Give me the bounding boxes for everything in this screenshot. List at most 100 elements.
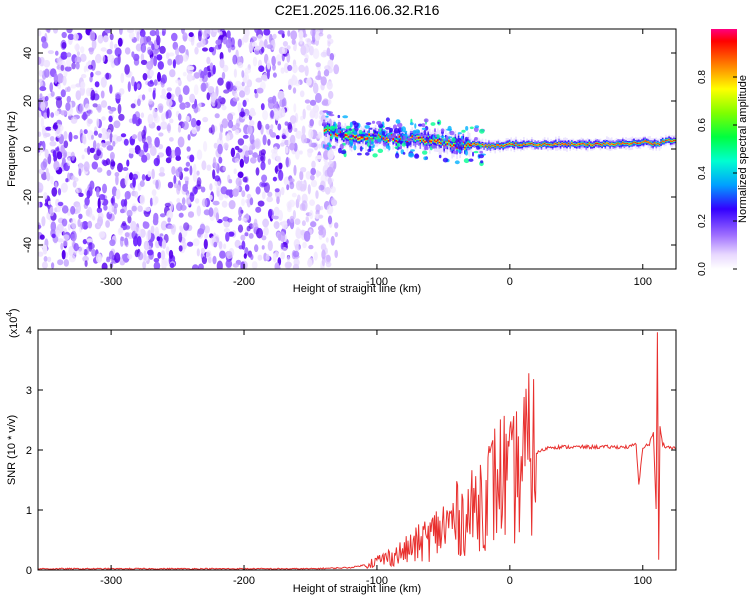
noise-cell — [281, 97, 287, 109]
signal-cell — [574, 144, 576, 146]
snr-y-label: SNR (10 * v/v) — [6, 415, 18, 485]
noise-cell — [137, 205, 143, 212]
signal-cell — [644, 140, 646, 142]
signal-blob — [468, 158, 474, 162]
noise-cell — [201, 160, 207, 171]
signal-cell — [612, 144, 615, 145]
signal-cell — [585, 144, 587, 146]
signal-blob — [337, 121, 341, 126]
noise-cell — [70, 205, 76, 215]
noise-cell — [237, 138, 245, 146]
noise-cell — [281, 107, 286, 117]
noise-cell — [92, 103, 98, 108]
noise-cell — [109, 107, 117, 112]
noise-cell — [272, 64, 276, 71]
noise-cell — [266, 196, 274, 203]
noise-cell — [113, 57, 120, 66]
spectrogram-x-tick-label: -100 — [366, 276, 388, 288]
noise-cell — [96, 142, 100, 149]
noise-cell — [208, 207, 214, 218]
noise-cell — [91, 161, 99, 170]
noise-cell — [71, 175, 76, 181]
signal-cell — [496, 144, 498, 146]
noise-cell — [98, 231, 106, 239]
noise-cell — [74, 56, 82, 64]
signal-cell — [652, 143, 654, 145]
noise-cell — [166, 87, 172, 92]
noise-cell — [334, 222, 339, 229]
noise-cell — [55, 96, 62, 101]
signal-cell — [358, 137, 361, 140]
noise-cell — [167, 224, 174, 230]
noise-cell — [107, 54, 115, 63]
noise-cell — [219, 250, 226, 259]
noise-cell — [310, 167, 317, 176]
noise-cell — [160, 220, 168, 231]
snr-y-tick-label: 1 — [26, 505, 32, 517]
noise-cell — [117, 103, 122, 115]
noise-cell — [78, 168, 82, 177]
noise-cell — [175, 86, 181, 97]
noise-cell — [282, 41, 288, 47]
noise-cell — [225, 232, 230, 242]
noise-cell — [82, 255, 89, 262]
signal-cell — [534, 144, 536, 146]
noise-cell — [306, 38, 312, 48]
noise-cell — [227, 120, 234, 129]
noise-cell — [41, 216, 46, 227]
noise-cell — [315, 204, 321, 213]
noise-cell — [100, 47, 107, 52]
noise-cell — [334, 249, 339, 259]
colorbar-tick-label: 0.0 — [697, 262, 708, 276]
noise-cell — [89, 76, 93, 83]
noise-cell — [257, 120, 262, 131]
noise-cell — [209, 62, 214, 71]
noise-cell — [246, 193, 252, 199]
spectrogram-x-ticks: -300 -200 -100 0 100 — [100, 29, 652, 288]
noise-cell — [147, 170, 152, 178]
noise-cell — [38, 168, 44, 175]
noise-cell — [202, 116, 209, 123]
noise-cell — [288, 84, 292, 91]
noise-cell — [218, 193, 224, 201]
noise-cell — [272, 108, 279, 119]
noise-cell — [244, 67, 251, 74]
noise-cell — [61, 42, 67, 49]
signal-cell — [673, 139, 675, 142]
noise-cell — [187, 199, 191, 205]
signal-blob — [321, 121, 327, 127]
noise-cell — [124, 47, 131, 55]
signal-cell — [421, 137, 423, 139]
noise-cell — [249, 197, 254, 206]
noise-cell — [306, 77, 312, 86]
noise-cell — [96, 103, 102, 113]
noise-cell — [292, 87, 297, 94]
noise-cell — [177, 136, 185, 148]
noise-cell — [235, 177, 242, 187]
noise-cell — [119, 29, 123, 35]
noise-cell — [41, 261, 48, 269]
signal-cell — [365, 137, 367, 140]
noise-cell — [70, 233, 75, 240]
noise-cell — [207, 71, 212, 78]
noise-cell — [80, 46, 85, 54]
noise-cell — [166, 109, 172, 119]
noise-cell — [140, 59, 148, 65]
noise-cell — [91, 38, 97, 50]
noise-cell — [216, 260, 223, 269]
signal-blob — [423, 118, 429, 123]
noise-cell — [204, 233, 208, 240]
signal-blob — [414, 129, 421, 134]
noise-cell — [292, 45, 297, 51]
noise-cell — [120, 72, 125, 84]
noise-cell — [171, 32, 178, 42]
noise-cell — [115, 188, 121, 200]
noise-cell — [124, 175, 128, 186]
signal-cell — [609, 144, 611, 146]
noise-cell — [182, 121, 189, 130]
signal-blob — [434, 128, 436, 133]
heatmap-layer — [38, 29, 676, 269]
noise-cell — [288, 199, 296, 208]
noise-cell — [109, 239, 116, 247]
noise-cell — [107, 129, 112, 134]
